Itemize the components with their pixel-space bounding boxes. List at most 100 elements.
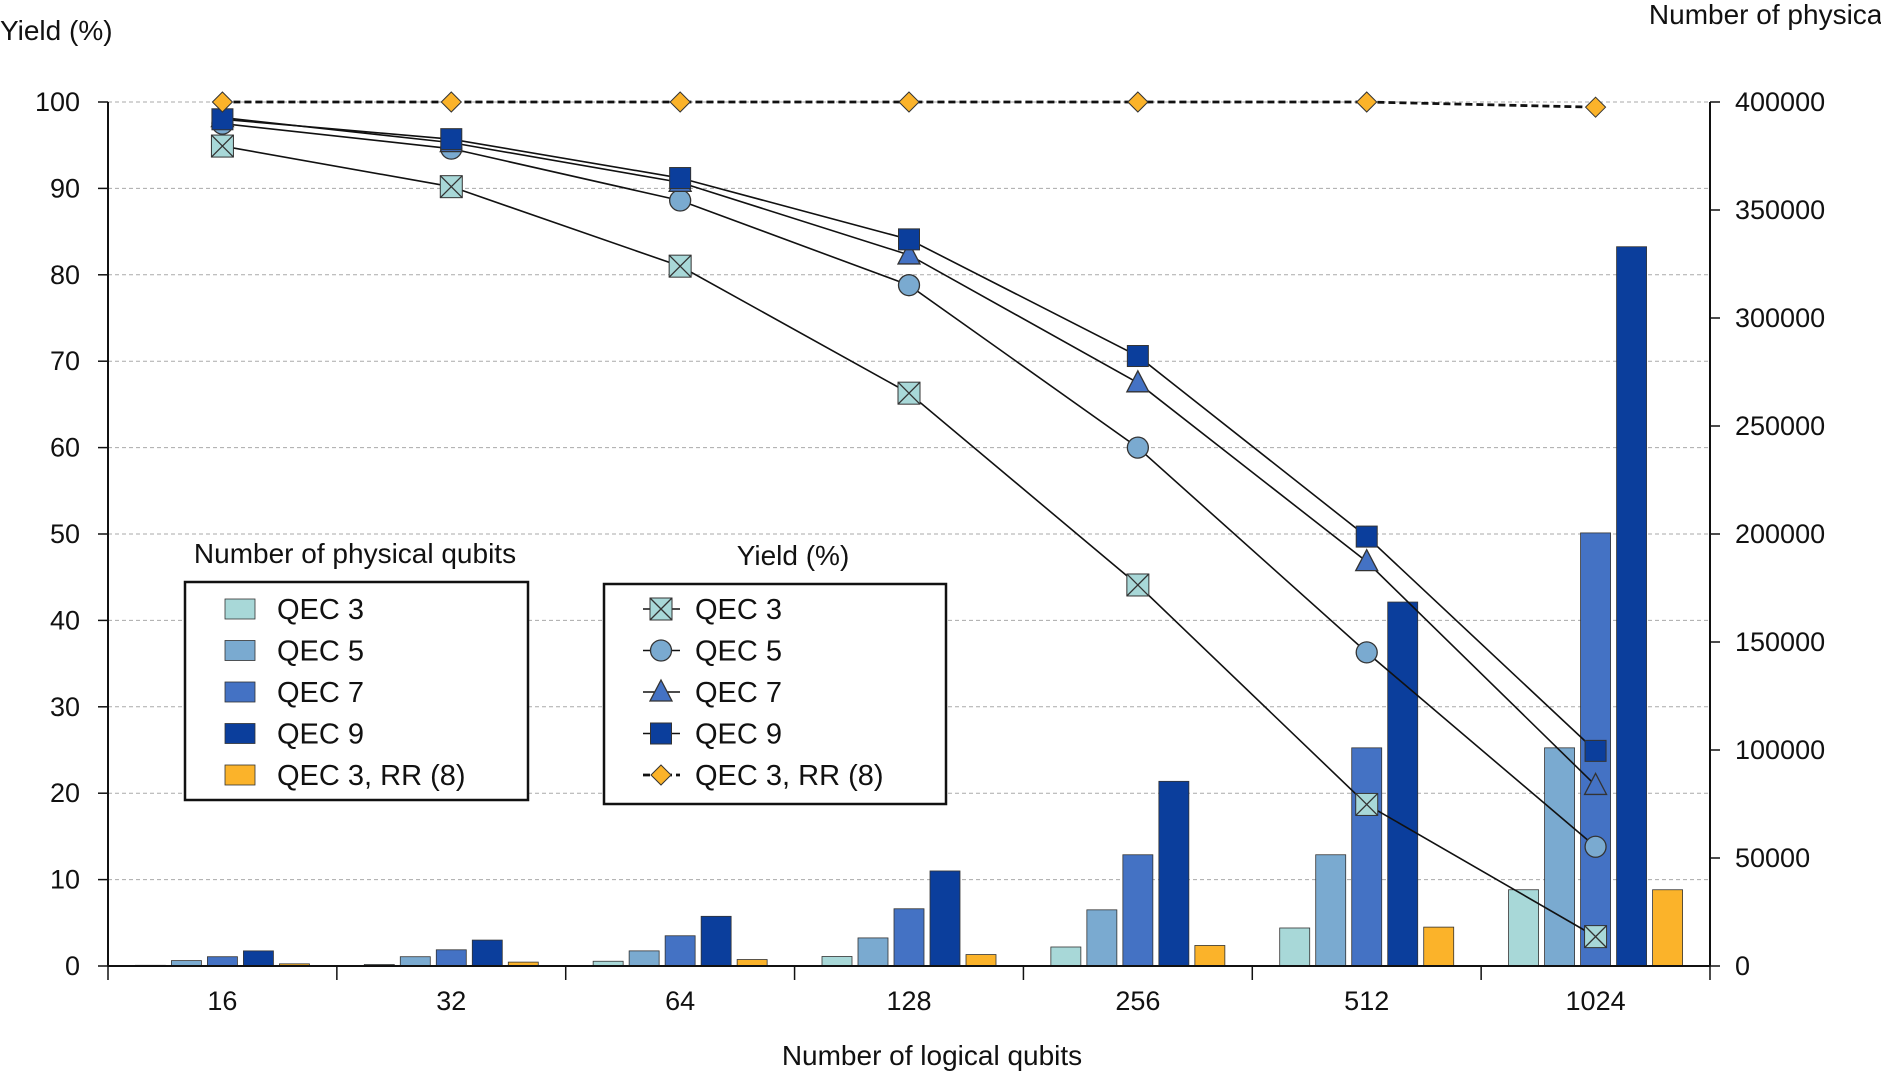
x-tick-label: 1024: [1566, 986, 1626, 1016]
bar: [1544, 747, 1575, 967]
y-right-tick-label: 200000: [1735, 519, 1825, 549]
y-left-tick-label: 50: [50, 519, 80, 549]
bar-legend-swatch: [224, 598, 256, 620]
bar-legend-label: QEC 3, RR (8): [277, 760, 466, 792]
bar: [664, 935, 696, 967]
bar-legend-label: QEC 7: [277, 677, 364, 709]
bar: [857, 937, 889, 967]
bar: [700, 915, 732, 967]
y-left-tick-label: 0: [65, 951, 80, 981]
bar: [1086, 909, 1118, 967]
y-right-tick-label: 400000: [1735, 87, 1825, 117]
marker-circle: [668, 189, 692, 212]
bar-legend-swatch: [224, 681, 256, 703]
line-legend-label: QEC 7: [695, 677, 782, 709]
line-legend-label: QEC 3, RR (8): [695, 760, 884, 792]
marker-diamond: [1584, 96, 1607, 118]
bar: [628, 950, 660, 967]
x-tick-label: 32: [436, 986, 466, 1016]
x-axis-label: Number of logical qubits: [782, 1040, 1082, 1071]
marker-square: [1355, 525, 1378, 548]
bar: [471, 939, 503, 967]
y-left-tick-label: 30: [50, 692, 80, 722]
y-left-tick-label: 90: [50, 173, 80, 203]
x-tick-label: 64: [665, 986, 695, 1016]
marker-circle: [649, 639, 673, 662]
x-tick-label: 512: [1344, 986, 1389, 1016]
marker-triangle: [1583, 772, 1608, 796]
x-tick-label: 128: [886, 986, 931, 1016]
y-left-tick-label: 60: [50, 433, 80, 463]
marker-circle: [1355, 641, 1378, 664]
marker-triangle: [648, 678, 674, 702]
bar-legend-title: Number of physical qubits: [194, 538, 516, 569]
x-tick-label: 16: [207, 986, 237, 1016]
bar: [1616, 246, 1647, 967]
bar-legend-swatch: [224, 723, 256, 744]
bar-legend-label: QEC 5: [277, 636, 364, 668]
bar: [1194, 945, 1226, 967]
marker-circle: [897, 274, 921, 297]
y-left-tick-label: 40: [50, 605, 80, 635]
x-tick-label: 256: [1115, 986, 1160, 1016]
bar-legend-label: QEC 9: [277, 719, 364, 751]
y-left-tick-label: 20: [50, 778, 80, 808]
tick-labels: 0 10 20 30 40 50 60 70 80 90 100 0 50000 100000 150000…: [35, 87, 1825, 1016]
marker-x-cross: [439, 175, 463, 199]
marker-circle: [1584, 835, 1607, 858]
bar-legend: Number of physical qubits QEC 3 QEC 5 QEC …: [183, 538, 530, 802]
bar: [965, 954, 997, 967]
marker-diamond: [669, 91, 691, 113]
marker-diamond: [650, 764, 672, 786]
marker-x-cross: [649, 597, 673, 621]
bar: [1315, 854, 1347, 967]
marker-x-cross: [1584, 925, 1608, 949]
bar: [1158, 780, 1190, 967]
marker-triangle: [896, 241, 922, 265]
marker-x-cross: [897, 381, 921, 405]
bar-series: [135, 246, 1683, 967]
marker-square: [1584, 739, 1607, 762]
y-right-tick-label: 350000: [1735, 195, 1825, 225]
bar: [1508, 889, 1539, 967]
line-legend: Yield (%) QEC 3 QEC 5 QEC 7 QEC 9 QEC 3, RR …: [602, 540, 948, 806]
bar: [1387, 601, 1419, 967]
bar: [243, 950, 274, 967]
line-series: [210, 91, 1608, 949]
marker-square: [440, 128, 463, 151]
bar: [399, 956, 431, 967]
y-right-tick-label: 100000: [1735, 735, 1825, 765]
bar: [435, 949, 467, 967]
y-left-tick-label: 100: [35, 87, 80, 117]
marker-diamond: [898, 91, 920, 113]
bar: [1423, 926, 1455, 967]
bar-legend-label: QEC 3: [277, 594, 364, 626]
marker-triangle: [1125, 369, 1150, 393]
marker-x-cross: [668, 254, 692, 278]
bar: [1351, 747, 1383, 967]
marker-square: [669, 167, 692, 190]
axes: [98, 101, 1720, 980]
bar: [1050, 946, 1082, 967]
y-axis-right-label: Number of physical qubits: [1649, 0, 1881, 30]
bar-legend-swatch: [224, 640, 256, 661]
line-legend-label: QEC 5: [695, 636, 782, 668]
bar: [893, 908, 925, 967]
y-right-tick-label: 150000: [1735, 627, 1825, 657]
marker-x-cross: [1126, 573, 1150, 597]
marker-circle: [1126, 436, 1150, 459]
marker-square: [650, 722, 672, 745]
bar-legend-swatch: [224, 764, 256, 786]
line-legend-label: QEC 9: [695, 719, 782, 751]
bar: [1279, 927, 1311, 967]
y-axis-left-label: Yield (%): [0, 15, 113, 46]
bar: [821, 956, 853, 967]
y-left-tick-label: 70: [50, 346, 80, 376]
marker-triangle: [1354, 548, 1379, 572]
marker-diamond: [211, 91, 234, 113]
bar: [1122, 854, 1154, 967]
y-right-tick-label: 300000: [1735, 303, 1825, 333]
line-legend-label: QEC 3: [695, 594, 782, 626]
bar: [1652, 889, 1683, 967]
